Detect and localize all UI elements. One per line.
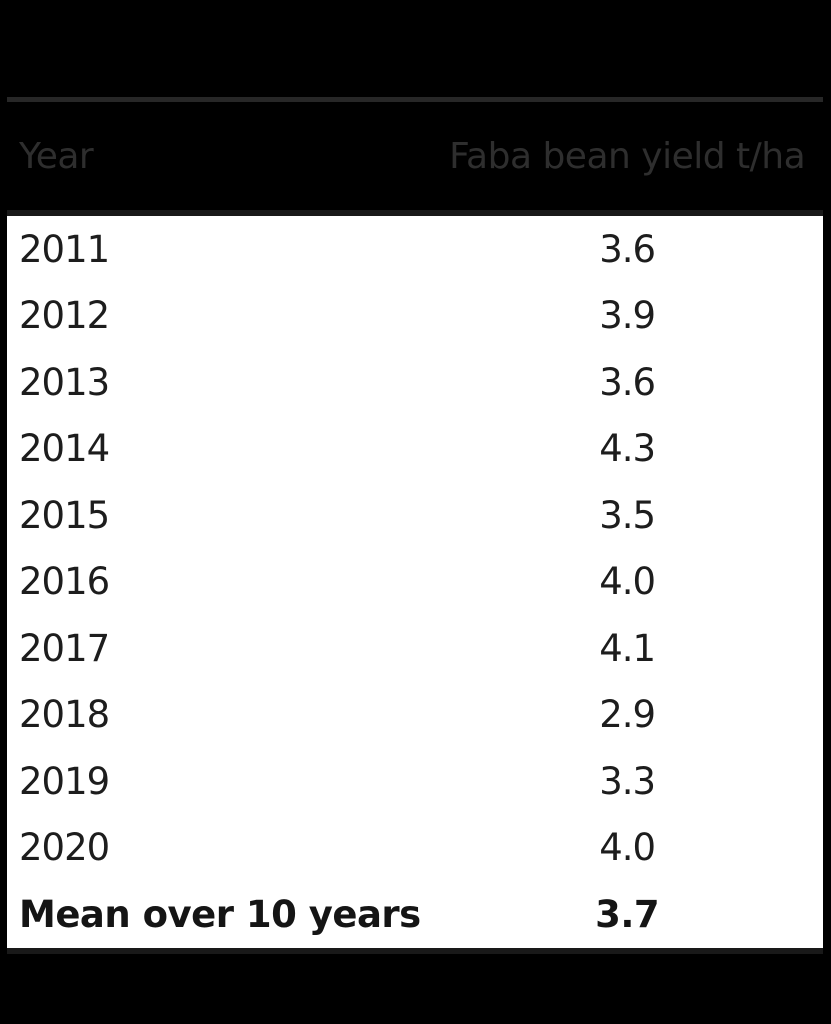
table-row: 2014 4.3 — [7, 416, 823, 483]
year-cell: 2013 — [19, 360, 110, 404]
table-row: 2020 4.0 — [7, 815, 823, 882]
yield-value-cell: 4.1 — [599, 626, 656, 670]
year-cell: 2014 — [19, 427, 110, 471]
yield-value-cell: 4.3 — [599, 427, 656, 471]
table-row: 2019 3.3 — [7, 748, 823, 815]
table-footer-row: Mean over 10 years 3.7 — [7, 881, 823, 948]
year-cell: 2012 — [19, 294, 110, 338]
yield-value-cell: 3.7 — [595, 892, 660, 936]
table-row: 2013 3.6 — [7, 349, 823, 416]
year-cell: 2019 — [19, 759, 110, 803]
faba-bean-yield-table: Year Faba bean yield t/ha 2011 3.6 2012 3.9… — [7, 97, 823, 954]
column-header-year: Year — [7, 136, 431, 177]
year-cell: 2016 — [19, 560, 110, 604]
year-cell: 2011 — [19, 227, 110, 271]
yield-value-cell: 4.0 — [599, 826, 656, 870]
yield-value-cell: 3.9 — [599, 294, 656, 338]
year-cell: 2015 — [19, 493, 110, 537]
year-cell: 2020 — [19, 826, 110, 870]
table-header-row: Year Faba bean yield t/ha — [7, 102, 823, 210]
year-cell: 2017 — [19, 626, 110, 670]
yield-value-cell: 3.6 — [599, 360, 656, 404]
top-rule-divider — [7, 97, 823, 102]
table-row: 2011 3.6 — [7, 216, 823, 283]
yield-value-cell: 2.9 — [599, 693, 656, 737]
table-body: 2011 3.6 2012 3.9 2013 3.6 2014 4.3 2015 3.5 2016 4… — [7, 210, 823, 954]
column-header-yield: Faba bean yield t/ha — [431, 136, 823, 177]
yield-value-cell: 4.0 — [599, 560, 656, 604]
yield-value-cell: 3.6 — [599, 227, 656, 271]
yield-value-cell: 3.5 — [599, 493, 656, 537]
year-cell: 2018 — [19, 693, 110, 737]
table-row: 2018 2.9 — [7, 682, 823, 749]
column-header-year-label: Year — [19, 135, 94, 177]
footer-label-cell: Mean over 10 years — [19, 892, 421, 936]
table-row: 2016 4.0 — [7, 549, 823, 616]
table-row: 2017 4.1 — [7, 615, 823, 682]
yield-value-cell: 3.3 — [599, 759, 656, 803]
column-header-yield-label: Faba bean yield t/ha — [449, 135, 806, 177]
table-row: 2015 3.5 — [7, 482, 823, 549]
table-row: 2012 3.9 — [7, 283, 823, 350]
